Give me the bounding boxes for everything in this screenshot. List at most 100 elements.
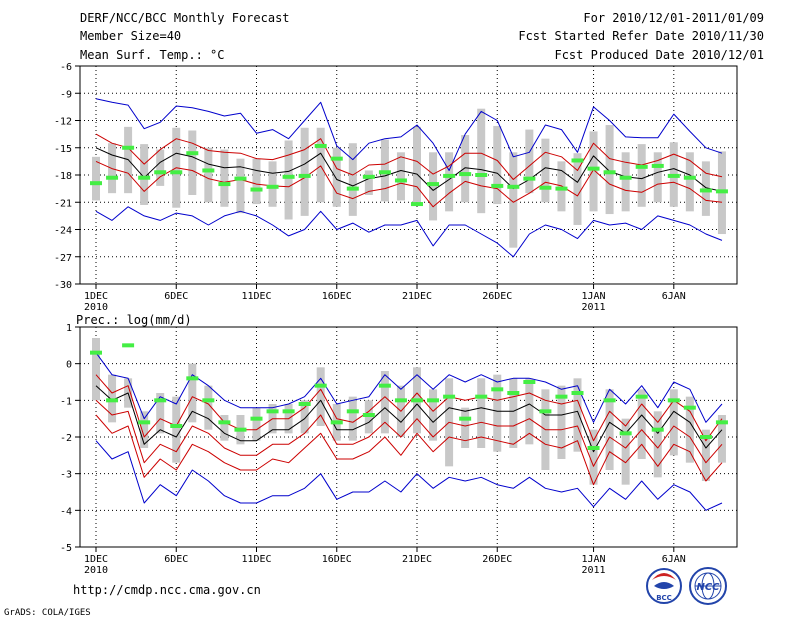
- y-tick-label: 1: [66, 323, 72, 334]
- member-size-label: Member Size=40: [80, 29, 181, 43]
- spread-box: [236, 158, 245, 214]
- series-line-upper: [95, 374, 723, 442]
- observed-marker: [587, 166, 600, 171]
- observed-marker: [571, 391, 584, 395]
- observed-marker: [202, 398, 215, 403]
- observed-marker: [266, 409, 279, 414]
- spread-box: [364, 170, 373, 195]
- observed-marker: [346, 409, 359, 414]
- observed-marker: [427, 182, 440, 187]
- observed-marker: [330, 420, 343, 425]
- grads-credit: GrADS: COLA/IGES: [4, 608, 91, 618]
- observed-marker: [298, 402, 311, 406]
- spread-box: [188, 130, 197, 195]
- y-tick-label: -24: [54, 226, 72, 237]
- x-tick-label: 1JAN: [582, 291, 606, 302]
- spread-box: [204, 385, 213, 430]
- observed-marker: [603, 170, 616, 175]
- spread-box: [92, 338, 100, 401]
- observed-marker: [138, 175, 151, 180]
- observed-marker: [619, 175, 632, 180]
- spread-box: [316, 127, 325, 203]
- x-tick-label: 21DEC: [402, 554, 432, 565]
- spread-box: [140, 411, 149, 448]
- observed-marker: [298, 173, 311, 178]
- spread-box: [509, 152, 518, 248]
- observed-marker: [619, 431, 632, 436]
- observed-marker: [683, 405, 696, 410]
- chart-title: DERF/NCC/BCC Monthly Forecast: [80, 11, 290, 25]
- spread-box: [413, 126, 421, 203]
- observed-marker: [571, 158, 584, 163]
- ncc-logo: NCC: [689, 567, 727, 605]
- x-tick-year-label: 2011: [582, 565, 606, 576]
- series-line-mean: [95, 147, 723, 192]
- series-line-mean: [95, 385, 723, 453]
- source-url[interactable]: http://cmdp.ncc.cma.gov.cn: [73, 583, 261, 597]
- x-tick-label: 11DEC: [241, 554, 271, 565]
- observed-marker: [699, 188, 712, 193]
- observed-marker: [106, 175, 119, 180]
- observed-marker: [330, 156, 343, 161]
- observed-marker: [475, 173, 488, 177]
- series-line-lower: [95, 399, 723, 467]
- observed-marker: [459, 172, 472, 177]
- observed-marker: [667, 173, 680, 178]
- observed-marker: [603, 398, 616, 403]
- x-tick-label: 6JAN: [662, 291, 686, 302]
- observed-marker: [122, 145, 135, 150]
- observed-marker: [635, 394, 648, 399]
- observed-marker: [491, 183, 504, 188]
- spread-box: [348, 143, 357, 216]
- y-tick-label: -9: [60, 89, 72, 100]
- observed-marker: [555, 186, 568, 191]
- ncc-logo-text: NCC: [696, 582, 720, 593]
- observed-marker: [138, 420, 151, 425]
- spread-box: [701, 429, 710, 481]
- spread-box: [605, 125, 614, 215]
- observed-marker: [523, 380, 536, 384]
- spread-box: [252, 158, 261, 205]
- y-tick-label: -12: [54, 117, 72, 128]
- observed-marker: [234, 427, 247, 432]
- spread-box: [589, 429, 598, 485]
- spread-box: [252, 407, 261, 441]
- observed-marker: [459, 416, 472, 421]
- spread-box: [685, 152, 694, 212]
- spread-box: [396, 152, 405, 201]
- spread-box: [493, 374, 502, 452]
- bcc-logo-text: BCC: [656, 594, 672, 602]
- observed-marker: [651, 427, 664, 432]
- observed-marker: [699, 435, 712, 439]
- spread-box: [605, 389, 614, 470]
- observed-marker: [523, 176, 536, 181]
- observed-marker: [394, 398, 407, 403]
- spread-box: [220, 415, 229, 441]
- x-tick-label: 26DEC: [482, 554, 512, 565]
- spread-box: [477, 378, 486, 448]
- spread-box: [348, 396, 357, 441]
- observed-marker: [122, 343, 135, 348]
- observed-marker: [90, 350, 102, 355]
- observed-marker: [282, 409, 295, 414]
- spread-box: [525, 129, 534, 194]
- observed-marker: [683, 175, 696, 180]
- observed-marker: [411, 202, 423, 207]
- observed-marker: [282, 174, 295, 179]
- observed-marker: [170, 170, 183, 175]
- observed-marker: [587, 446, 600, 450]
- spread-box: [300, 127, 309, 216]
- observed-marker: [555, 394, 568, 399]
- forecast-produced-label: Fcst Produced Date 2010/12/01: [554, 48, 764, 62]
- spread-box: [92, 156, 100, 201]
- x-tick-label: 1DEC: [84, 291, 108, 302]
- series-line-min: [95, 440, 723, 511]
- observed-marker: [90, 181, 102, 186]
- spread-box: [172, 396, 181, 463]
- observed-marker: [715, 420, 728, 425]
- observed-marker: [362, 413, 375, 417]
- observed-marker: [635, 164, 648, 169]
- series-line-upper: [95, 133, 723, 180]
- y-tick-label: -27: [54, 253, 72, 264]
- observed-marker: [154, 170, 167, 175]
